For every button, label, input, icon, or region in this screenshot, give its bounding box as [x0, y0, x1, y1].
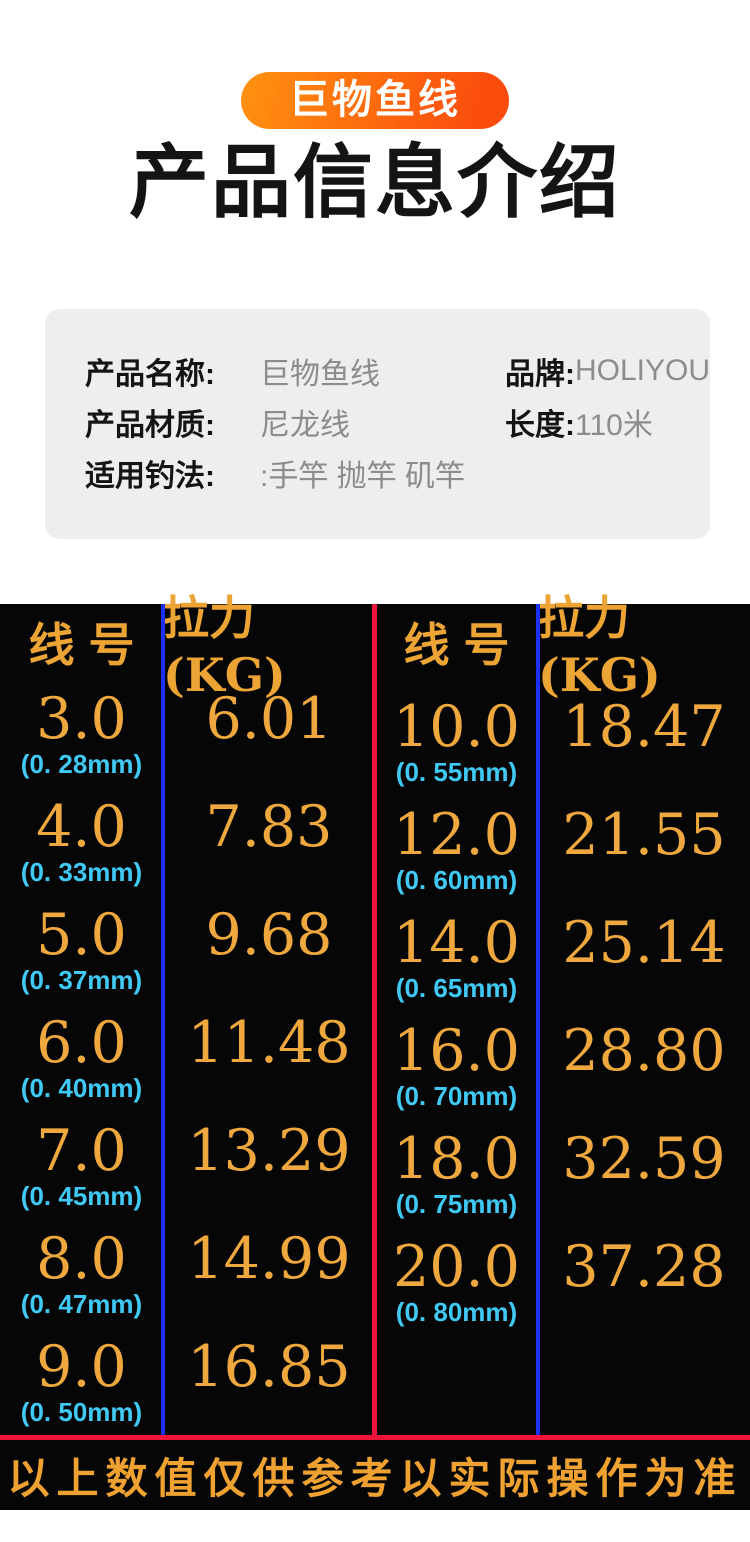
line-size: 10.0 — [393, 694, 520, 760]
line-size: 5.0 — [36, 902, 127, 968]
brand-value: HOLIYOU — [575, 353, 711, 387]
pull-cell: 18.47 — [538, 680, 750, 788]
divider-red-bottom — [0, 1435, 750, 1440]
pull-cell: 32.59 — [538, 1112, 750, 1220]
line-diameter: (0. 55mm) — [395, 757, 518, 788]
line-diameter: (0. 50mm) — [20, 1397, 143, 1428]
line-diameter: (0. 75mm) — [395, 1189, 518, 1220]
line-size: 20.0 — [393, 1234, 520, 1300]
brand-label: 品牌: — [505, 357, 575, 391]
line-size: 4.0 — [36, 794, 127, 860]
pull-value: 37.28 — [562, 1234, 726, 1300]
line-diameter: (0. 40mm) — [20, 1073, 143, 1104]
disclaimer-note: 以上数值仅供参考以实际操作为准 — [7, 1454, 743, 1503]
pull-value: 6.01 — [205, 686, 333, 752]
size-cell: 9.0 (0. 50mm) — [0, 1328, 163, 1436]
header-line-size-left: 线号 — [28, 618, 149, 672]
line-diameter: (0. 28mm) — [20, 749, 143, 780]
line-diameter: (0. 60mm) — [395, 865, 518, 896]
pull-cell: 37.28 — [538, 1220, 750, 1328]
info-column-right: 品牌: HOLIYOU 长度: 110米 — [505, 345, 710, 539]
line-size: 18.0 — [393, 1126, 520, 1192]
info-row-fishing-method: 适用钓法: :手竿 抛竿 矶竿 — [85, 447, 505, 498]
material-label: 产品材质: — [85, 408, 215, 442]
line-diameter: (0. 33mm) — [20, 857, 143, 888]
empty-cell — [375, 1328, 538, 1436]
divider-blue-left — [161, 604, 165, 1436]
size-cell: 10.0 (0. 55mm) — [375, 680, 538, 788]
size-cell: 7.0 (0. 45mm) — [0, 1112, 163, 1220]
pull-cell: 21.55 — [538, 788, 750, 896]
line-size: 9.0 — [36, 1334, 127, 1400]
size-cell: 5.0 (0. 37mm) — [0, 896, 163, 1004]
length-value: 110米 — [575, 408, 653, 442]
pull-value: 7.83 — [205, 794, 333, 860]
pull-cell: 9.68 — [163, 896, 375, 1004]
line-size: 12.0 — [393, 802, 520, 868]
size-cell: 20.0 (0. 80mm) — [375, 1220, 538, 1328]
pull-cell: 11.48 — [163, 1004, 375, 1112]
size-cell: 8.0 (0. 47mm) — [0, 1220, 163, 1328]
product-badge: 巨物鱼线 — [241, 72, 509, 129]
spec-table: 线号 拉力(KG) 线号 拉力(KG) 3.0 (0. 28mm) 6.01 1… — [0, 591, 750, 1436]
line-diameter: (0. 47mm) — [20, 1289, 143, 1320]
size-cell: 18.0 (0. 75mm) — [375, 1112, 538, 1220]
info-row-product-name: 产品名称: 巨物鱼线 — [85, 345, 505, 396]
line-size: 6.0 — [36, 1010, 127, 1076]
header-pull-left: 拉力(KG) — [163, 591, 286, 702]
length-label: 长度: — [505, 408, 575, 442]
size-cell: 6.0 (0. 40mm) — [0, 1004, 163, 1112]
pull-cell: 7.83 — [163, 788, 375, 896]
pull-cell: 16.85 — [163, 1328, 375, 1436]
material-value: 尼龙线 — [260, 408, 350, 442]
line-size: 8.0 — [36, 1226, 127, 1292]
size-cell: 3.0 (0. 28mm) — [0, 680, 163, 788]
pull-value: 9.68 — [205, 902, 333, 968]
fishing-method-value: :手竿 抛竿 矶竿 — [260, 459, 466, 493]
pull-value: 18.47 — [562, 694, 726, 760]
spec-table-section: 线号 拉力(KG) 线号 拉力(KG) 3.0 (0. 28mm) 6.01 1… — [0, 591, 750, 1510]
header-line-size-right: 线号 — [403, 618, 524, 672]
pull-value: 32.59 — [562, 1126, 726, 1192]
pull-cell: 28.80 — [538, 1004, 750, 1112]
line-size: 14.0 — [393, 910, 520, 976]
info-row-brand: 品牌: HOLIYOU — [505, 345, 710, 396]
product-name-value: 巨物鱼线 — [260, 357, 380, 391]
info-column-left: 产品名称: 巨物鱼线 产品材质: 尼龙线 适用钓法: :手竿 抛竿 矶竿 — [85, 345, 505, 539]
line-size: 16.0 — [393, 1018, 520, 1084]
line-size: 7.0 — [36, 1118, 127, 1184]
line-diameter: (0. 70mm) — [395, 1081, 518, 1112]
pull-cell: 13.29 — [163, 1112, 375, 1220]
empty-cell — [538, 1328, 750, 1436]
divider-red-center — [372, 604, 377, 1436]
header-pull-right: 拉力(KG) — [538, 591, 661, 702]
pull-value: 25.14 — [562, 910, 726, 976]
pull-value: 16.85 — [187, 1334, 351, 1400]
size-cell: 12.0 (0. 60mm) — [375, 788, 538, 896]
product-name-label: 产品名称: — [85, 357, 215, 391]
pull-cell: 25.14 — [538, 896, 750, 1004]
pull-value: 28.80 — [562, 1018, 726, 1084]
line-diameter: (0. 80mm) — [395, 1297, 518, 1328]
info-row-material: 产品材质: 尼龙线 — [85, 396, 505, 447]
size-cell: 16.0 (0. 70mm) — [375, 1004, 538, 1112]
pull-cell: 6.01 — [163, 680, 375, 788]
info-row-length: 长度: 110米 — [505, 396, 705, 447]
line-size: 3.0 — [36, 686, 127, 752]
divider-blue-right — [536, 604, 540, 1436]
line-diameter: (0. 45mm) — [20, 1181, 143, 1212]
pull-value: 11.48 — [187, 1010, 351, 1076]
pull-value: 21.55 — [562, 802, 726, 868]
pull-value: 14.99 — [187, 1226, 351, 1292]
fishing-method-label: 适用钓法: — [85, 459, 215, 493]
page-title: 产品信息介绍 — [129, 138, 621, 227]
line-diameter: (0. 65mm) — [395, 973, 518, 1004]
line-diameter: (0. 37mm) — [20, 965, 143, 996]
size-cell: 14.0 (0. 65mm) — [375, 896, 538, 1004]
size-cell: 4.0 (0. 33mm) — [0, 788, 163, 896]
pull-cell: 14.99 — [163, 1220, 375, 1328]
product-info-panel: 产品名称: 巨物鱼线 产品材质: 尼龙线 适用钓法: :手竿 抛竿 矶竿 品牌:… — [45, 309, 710, 539]
pull-value: 13.29 — [187, 1118, 351, 1184]
